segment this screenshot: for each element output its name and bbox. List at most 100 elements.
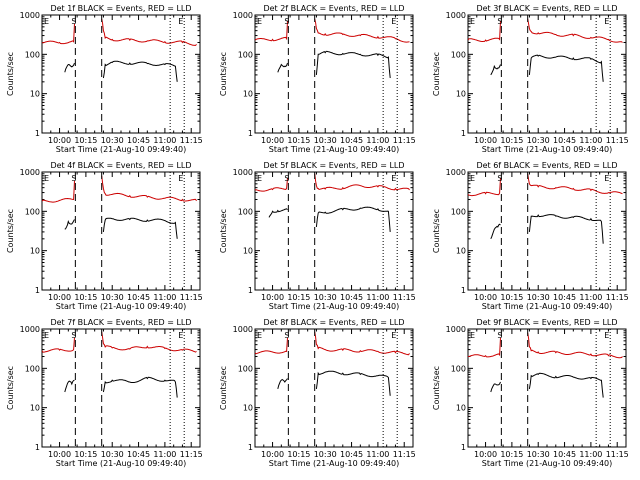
y-tick-label: 100: [25, 364, 40, 373]
panel-det-4: Det 4f BLACK = Events, RED = LLD 1 10 100 10…: [6, 161, 203, 311]
lld-series-line: [314, 173, 410, 191]
events-series-line: [315, 50, 391, 79]
lld-series-line: [42, 180, 75, 203]
events-series-line: [528, 214, 604, 244]
x-tick-label: 10:45: [127, 450, 150, 459]
lld-series-line: [468, 337, 501, 358]
lld-series-line: [527, 173, 623, 195]
panel-det-3: Det 3f BLACK = Events, RED = LLD 1 10 100 10…: [432, 4, 629, 154]
lld-series-line: [255, 21, 288, 42]
events-series-line: [102, 376, 178, 398]
x-tick-label: 10:15: [500, 136, 523, 145]
end-marker-label: E: [604, 331, 609, 340]
start-marker-label: S: [284, 331, 289, 340]
x-tick-label: 10:15: [74, 450, 97, 459]
x-tick-label: 10:15: [74, 293, 97, 302]
panel-det-1: Det 1f BLACK = Events, RED = LLD 1 10 100 10…: [6, 4, 203, 154]
x-tick-label: 11:00: [366, 293, 389, 302]
events-series-line: [277, 378, 288, 390]
end-marker-label: E: [391, 331, 396, 340]
plot-frame: [254, 14, 414, 134]
end-marker-label: E: [178, 17, 183, 26]
y-tick-label: 10: [456, 90, 466, 99]
x-tick-label: 11:00: [366, 136, 389, 145]
x-tick-label: 10:00: [48, 293, 71, 302]
x-tick-label: 10:00: [474, 450, 497, 459]
end-marker-label: E: [257, 17, 262, 26]
x-tick-label: 10:45: [553, 293, 576, 302]
y-tick-label: 1000: [446, 325, 466, 334]
y-tick-label: 100: [238, 364, 253, 373]
x-tick-label: 11:15: [180, 293, 203, 302]
y-tick-label: 1: [461, 443, 466, 452]
y-axis-label: Counts/sec: [219, 52, 228, 96]
y-tick-label: 10: [456, 247, 466, 256]
x-tick-label: 10:30: [527, 136, 550, 145]
end-marker-label: E: [44, 17, 49, 26]
y-axis-label: Counts/sec: [432, 209, 441, 253]
events-series-line: [315, 370, 391, 396]
y-tick-label: 1: [248, 286, 253, 295]
y-tick-label: 1: [35, 286, 40, 295]
y-axis-label: Counts/sec: [219, 366, 228, 410]
events-series-line: [64, 62, 75, 73]
x-tick-label: 10:00: [48, 136, 71, 145]
y-tick-label: 1000: [20, 325, 40, 334]
x-tick-label: 10:30: [314, 136, 337, 145]
lld-series-line: [527, 332, 623, 359]
events-series-line: [64, 219, 75, 230]
y-axis-label: Counts/sec: [432, 52, 441, 96]
x-tick-label: 10:15: [74, 136, 97, 145]
y-tick-label: 100: [451, 364, 466, 373]
lld-series-line: [255, 337, 288, 355]
panel-det-5: Det 5f BLACK = Events, RED = LLD 1 10 100 10…: [219, 161, 416, 311]
events-series-line: [490, 381, 501, 393]
start-marker-label: S: [497, 17, 502, 26]
events-series-line: [315, 206, 391, 232]
y-axis-label: Counts/sec: [432, 366, 441, 410]
x-axis-label: Start Time (21-Aug-10 09:49:40): [269, 145, 400, 154]
lld-series-line: [101, 331, 197, 353]
y-tick-label: 1000: [233, 11, 253, 20]
x-tick-label: 11:00: [579, 136, 602, 145]
x-tick-label: 11:00: [366, 450, 389, 459]
y-tick-label: 1000: [20, 11, 40, 20]
lld-series-line: [101, 175, 197, 202]
plot-frame: [254, 171, 414, 291]
y-tick-label: 100: [25, 207, 40, 216]
y-tick-label: 10: [243, 247, 253, 256]
x-axis-label: Start Time (21-Aug-10 09:49:40): [56, 145, 187, 154]
panel-det-6: Det 6f BLACK = Events, RED = LLD 1 10 100 10…: [432, 161, 629, 311]
panel-title: Det 4f BLACK = Events, RED = LLD: [50, 161, 191, 170]
x-tick-label: 10:15: [500, 293, 523, 302]
x-tick-label: 10:15: [287, 450, 310, 459]
x-tick-label: 11:00: [153, 293, 176, 302]
y-axis-label: Counts/sec: [6, 209, 15, 253]
x-tick-label: 10:30: [101, 293, 124, 302]
start-marker-label: S: [284, 174, 289, 183]
y-tick-label: 100: [451, 50, 466, 59]
x-axis-label: Start Time (21-Aug-10 09:49:40): [482, 302, 613, 311]
lld-series-line: [527, 18, 623, 43]
end-marker-label: E: [391, 17, 396, 26]
events-series-line: [528, 372, 604, 398]
lld-series-line: [468, 178, 501, 197]
y-tick-label: 100: [25, 50, 40, 59]
x-tick-label: 11:15: [180, 450, 203, 459]
events-series-line: [490, 223, 501, 240]
x-tick-label: 11:00: [153, 450, 176, 459]
panel-title: Det 1f BLACK = Events, RED = LLD: [50, 4, 191, 13]
lld-series-line: [42, 337, 75, 353]
y-tick-label: 10: [243, 90, 253, 99]
x-tick-label: 11:00: [153, 136, 176, 145]
x-tick-label: 10:00: [261, 293, 284, 302]
events-series-line: [268, 208, 288, 218]
events-series-line: [277, 62, 288, 73]
end-marker-label: E: [470, 17, 475, 26]
x-axis-label: Start Time (21-Aug-10 09:49:40): [269, 302, 400, 311]
x-tick-label: 11:00: [579, 293, 602, 302]
x-tick-label: 10:00: [261, 136, 284, 145]
y-tick-label: 1000: [233, 168, 253, 177]
panel-title: Det 8f BLACK = Events, RED = LLD: [263, 318, 404, 327]
